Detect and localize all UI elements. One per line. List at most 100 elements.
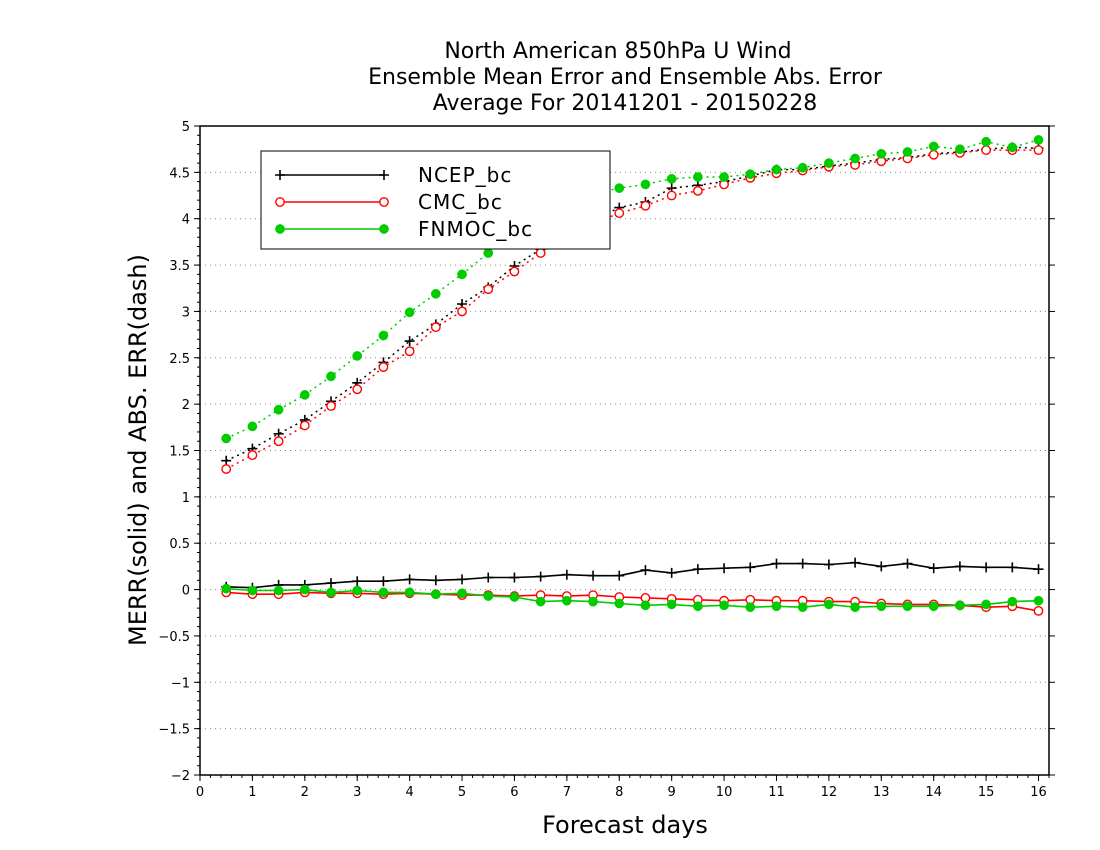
- merr-point-fnmoc-bc: [850, 602, 860, 613]
- abs-err-point-cmc-bc: [535, 248, 546, 258]
- y-tick-label: −2: [171, 769, 190, 784]
- merr-point-ncep-bc: [378, 576, 389, 587]
- merr-point-fnmoc-bc: [745, 602, 756, 613]
- x-tick-label: 12: [821, 785, 838, 800]
- y-tick-label: 0: [182, 584, 190, 599]
- merr-point-ncep-bc: [588, 570, 599, 581]
- legend-item-fnmoc-bc: FNMOC_bc: [275, 217, 532, 241]
- abs-err-point-fnmoc-bc: [797, 162, 808, 173]
- abs-err-point-fnmoc-bc: [745, 169, 756, 180]
- abs-err-point-fnmoc-bc: [221, 433, 232, 444]
- abs-err-point-fnmoc-bc: [693, 172, 703, 182]
- merr-point-ncep-bc: [797, 558, 808, 569]
- legend-marker-cmc-bc: [275, 197, 285, 207]
- y-tick-label: 1.5: [169, 445, 190, 460]
- merr-point-fnmoc-bc: [719, 600, 729, 611]
- abs-err-point-cmc-bc: [614, 208, 625, 219]
- merr-point-fnmoc-bc: [902, 601, 913, 612]
- abs-err-point-fnmoc-bc: [247, 421, 258, 432]
- x-tick-label: 1: [248, 785, 256, 800]
- y-tick-label: 4: [182, 213, 190, 228]
- markers-fnmoc-bc: [221, 135, 1044, 613]
- x-axis-label: Forecast days: [542, 811, 708, 839]
- abs-err-point-cmc-bc: [692, 185, 703, 196]
- merr-point-ncep-bc: [745, 562, 756, 573]
- merr-point-ncep-bc: [719, 563, 730, 574]
- x-tick-label: 14: [925, 785, 942, 800]
- abs-err-point-fnmoc-bc: [378, 330, 389, 341]
- abs-err-point-cmc-bc: [483, 284, 494, 295]
- merr-point-ncep-bc: [614, 570, 625, 581]
- merr-point-ncep-bc: [928, 563, 939, 574]
- abs-err-point-fnmoc-bc: [457, 269, 467, 280]
- merr-point-fnmoc-bc: [483, 591, 494, 601]
- y-tick-label: 0.5: [169, 537, 190, 552]
- merr-point-ncep-bc: [981, 562, 992, 573]
- y-tick-label: 3: [182, 305, 190, 320]
- merr-point-fnmoc-bc: [955, 600, 965, 611]
- legend-label-ncep-bc: NCEP_bc: [418, 163, 512, 187]
- abs-err-point-fnmoc-bc: [326, 371, 336, 382]
- abs-err-point-cmc-bc: [404, 346, 415, 357]
- abs-err-point-cmc-bc: [430, 322, 441, 333]
- y-tick-label: −0.5: [158, 630, 190, 645]
- merr-point-fnmoc-bc: [797, 602, 808, 613]
- abs-err-point-fnmoc-bc: [824, 158, 834, 168]
- merr-point-fnmoc-bc: [614, 598, 625, 609]
- merr-point-ncep-bc: [535, 571, 546, 582]
- y-tick-label: 5: [182, 120, 190, 135]
- merr-point-ncep-bc: [430, 575, 441, 586]
- abs-err-point-cmc-bc: [666, 190, 677, 201]
- merr-point-ncep-bc: [771, 558, 782, 569]
- abs-err-point-fnmoc-bc: [850, 153, 860, 164]
- merr-point-fnmoc-bc: [509, 592, 520, 602]
- merr-point-fnmoc-bc: [299, 584, 310, 595]
- abs-err-point-cmc-bc: [640, 200, 651, 211]
- axis-ticks: −2−1.5−1−0.500.511.522.533.544.550 1 2 3 4 5 6…: [158, 120, 1055, 800]
- abs-err-point-ncep-bc: [221, 455, 232, 466]
- merr-point-ncep-bc: [1033, 564, 1044, 575]
- merr-point-fnmoc-bc: [247, 585, 258, 596]
- abs-err-point-fnmoc-bc: [666, 173, 677, 184]
- merr-point-fnmoc-bc: [378, 587, 389, 598]
- merr-point-ncep-bc: [457, 574, 468, 585]
- y-tick-label: 2.5: [169, 352, 190, 367]
- merr-point-ncep-bc: [326, 578, 337, 589]
- y-tick-label: 4.5: [169, 166, 190, 181]
- merr-point-ncep-bc: [352, 576, 363, 587]
- legend-label-cmc-bc: CMC_bc: [418, 190, 503, 214]
- title-line-1: North American 850hPa U Wind: [444, 39, 791, 64]
- merr-point-ncep-bc: [483, 572, 494, 583]
- y-tick-label: −1.5: [158, 723, 190, 738]
- x-tick-label: 15: [978, 785, 995, 800]
- merr-point-ncep-bc: [640, 565, 651, 576]
- merr-point-ncep-bc: [876, 561, 887, 572]
- y-axis-label: MERR(solid) and ABS. ERR(dash): [124, 254, 152, 646]
- merr-line-cmc-bc: [226, 591, 1039, 612]
- merr-point-ncep-bc: [404, 574, 415, 585]
- abs-err-point-fnmoc-bc: [981, 136, 991, 147]
- merr-point-ncep-bc: [850, 557, 861, 568]
- abs-err-point-fnmoc-bc: [928, 141, 939, 152]
- x-tick-label: 5: [458, 785, 466, 800]
- chart-title: North American 850hPa U Wind Ensemble Me…: [368, 39, 883, 116]
- abs-err-point-cmc-bc: [299, 420, 310, 431]
- abs-err-point-fnmoc-bc: [404, 307, 415, 318]
- abs-err-point-fnmoc-bc: [299, 390, 310, 400]
- x-tick-label: 11: [768, 785, 785, 800]
- legend: NCEP_bc CMC_bc FNMOC_bc: [260, 150, 611, 250]
- abs-err-point-fnmoc-bc: [483, 248, 494, 258]
- legend-item-cmc-bc: CMC_bc: [275, 190, 503, 214]
- legend-marker-fnmoc-bc: [379, 224, 389, 234]
- merr-point-ncep-bc: [509, 572, 520, 583]
- title-line-3: Average For 20141201 - 20150228: [433, 91, 818, 116]
- y-tick-label: −1: [171, 676, 190, 691]
- abs-err-point-cmc-bc: [221, 464, 232, 474]
- abs-err-point-ncep-bc: [404, 336, 415, 347]
- merr-point-fnmoc-bc: [588, 596, 598, 607]
- abs-err-point-cmc-bc: [457, 306, 467, 317]
- legend-marker-cmc-bc: [379, 197, 389, 207]
- abs-err-point-fnmoc-bc: [614, 183, 625, 193]
- merr-point-fnmoc-bc: [981, 599, 991, 610]
- merr-point-cmc-bc: [1033, 605, 1044, 616]
